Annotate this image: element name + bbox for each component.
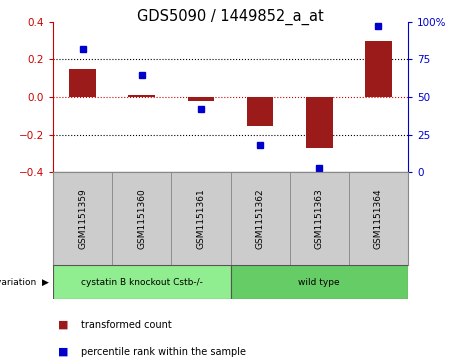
- Bar: [53, 265, 230, 299]
- Bar: [188, 97, 214, 101]
- Bar: [306, 97, 332, 148]
- Text: transformed count: transformed count: [81, 320, 171, 330]
- Text: GSM1151361: GSM1151361: [196, 188, 206, 249]
- Text: GSM1151363: GSM1151363: [315, 188, 324, 249]
- Text: GDS5090 / 1449852_a_at: GDS5090 / 1449852_a_at: [137, 9, 324, 25]
- Text: GSM1151359: GSM1151359: [78, 188, 87, 249]
- Text: percentile rank within the sample: percentile rank within the sample: [81, 347, 246, 357]
- Text: GSM1151362: GSM1151362: [255, 188, 265, 249]
- Bar: [290, 172, 349, 265]
- Bar: [230, 172, 290, 265]
- Bar: [247, 97, 273, 126]
- Bar: [53, 172, 112, 265]
- Bar: [171, 172, 230, 265]
- Bar: [129, 95, 155, 97]
- Bar: [112, 172, 171, 265]
- Text: GSM1151360: GSM1151360: [137, 188, 146, 249]
- Text: cystatin B knockout Cstb-/-: cystatin B knockout Cstb-/-: [81, 278, 203, 287]
- Bar: [349, 172, 408, 265]
- Text: wild type: wild type: [298, 278, 340, 287]
- Text: GSM1151364: GSM1151364: [374, 188, 383, 249]
- Bar: [69, 69, 96, 97]
- Text: ■: ■: [58, 320, 68, 330]
- Text: ■: ■: [58, 347, 68, 357]
- Text: genotype/variation  ▶: genotype/variation ▶: [0, 278, 48, 287]
- Bar: [365, 41, 392, 97]
- Bar: [230, 265, 408, 299]
